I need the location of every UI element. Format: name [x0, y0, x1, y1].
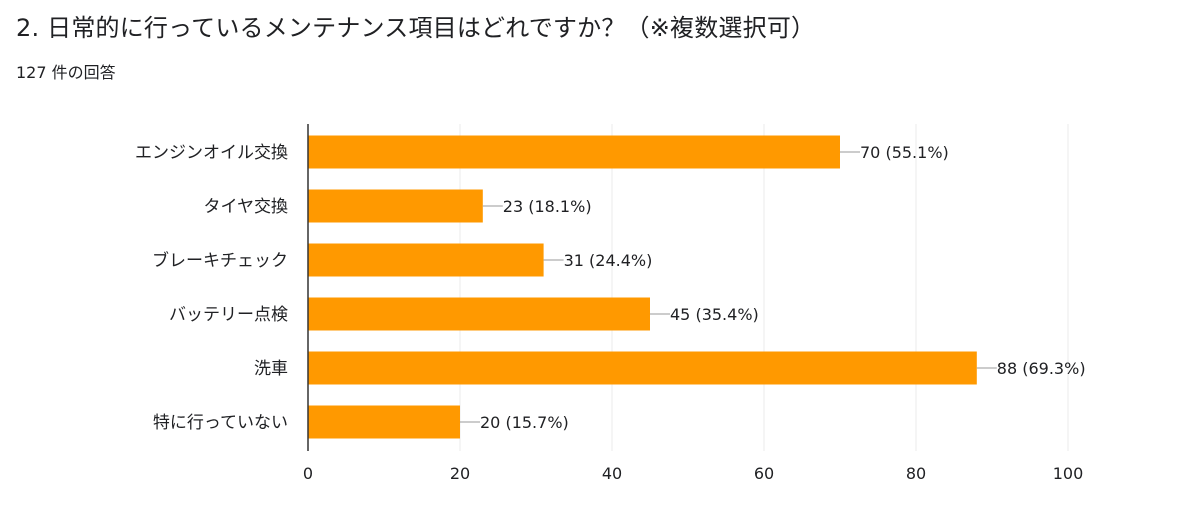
response-count: 127 件の回答: [16, 63, 116, 82]
category-label: 洗車: [254, 359, 288, 379]
category-label: エンジンオイル交換: [135, 143, 288, 163]
bars: [308, 135, 997, 439]
data-label: 31 (24.4%): [564, 251, 653, 270]
bar: [308, 243, 544, 277]
x-tick-label: 20: [450, 464, 470, 483]
grid-lines: [459, 124, 1069, 451]
data-label: 20 (15.7%): [480, 413, 569, 432]
labels: 0 20 40 60 80 100 70 (55.1%) エンジンオイル交換 23 (18.1%…: [135, 143, 1086, 483]
data-label: 23 (18.1%): [503, 197, 592, 216]
category-label: バッテリー点検: [169, 305, 288, 325]
data-label: 88 (69.3%): [997, 359, 1086, 378]
data-label: 70 (55.1%): [860, 143, 949, 162]
bar: [308, 405, 460, 439]
bar: [308, 297, 650, 331]
x-tick-label: 100: [1053, 464, 1084, 483]
data-label: 45 (35.4%): [670, 305, 759, 324]
category-label: 特に行っていない: [153, 413, 288, 433]
x-tick-label: 60: [754, 464, 774, 483]
x-tick-label: 80: [906, 464, 926, 483]
category-label: ブレーキチェック: [152, 250, 288, 271]
x-tick-label: 0: [303, 464, 313, 483]
chart-title: 2. 日常的に行っているメンテナンス項目はどれですか？（※複数選択可）: [16, 14, 816, 42]
bar: [308, 351, 977, 385]
bar: [308, 135, 840, 169]
x-tick-label: 40: [602, 464, 622, 483]
category-label: タイヤ交換: [204, 197, 289, 217]
bar: [308, 189, 483, 223]
